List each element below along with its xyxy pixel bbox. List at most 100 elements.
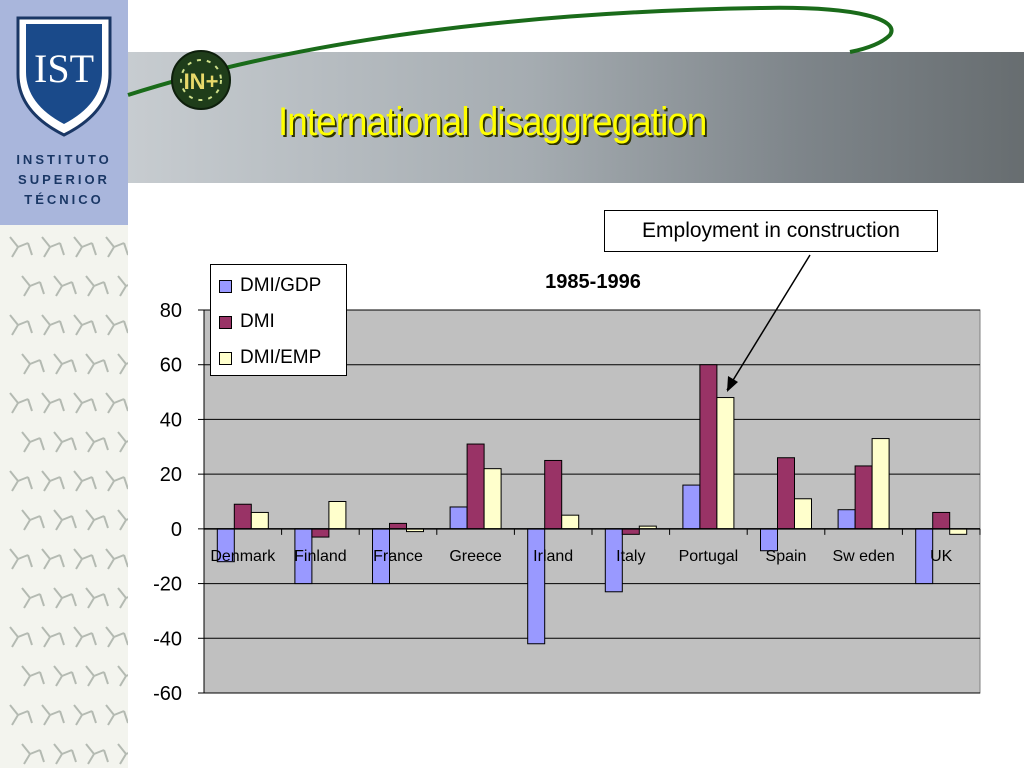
institution-line-3: TÉCNICO: [24, 192, 104, 207]
in-plus-badge-icon: IN+: [171, 50, 231, 110]
pattern-stroke: [105, 392, 128, 414]
pattern-stroke: [117, 665, 128, 687]
bar-dmi-gdp-greece: [449, 506, 468, 530]
bar-dmi-emp-sweden: [871, 438, 890, 530]
x-tick-label: Greece: [449, 548, 502, 565]
institution-line-1: INSTITUTO: [16, 152, 112, 167]
pattern-stroke: [117, 353, 128, 375]
legend-label-dmi: DMI: [240, 311, 275, 332]
pattern-stroke: [73, 470, 97, 492]
y-tick-label: -40: [153, 628, 182, 650]
pattern-stroke: [73, 548, 97, 570]
chart-legend: DMI/GDP DMI DMI/EMP: [210, 264, 347, 376]
page-title: International disaggregation: [278, 100, 707, 144]
badge-text: IN+: [184, 69, 219, 94]
pattern-stroke: [41, 314, 65, 336]
y-tick-label: -60: [153, 683, 182, 705]
pattern-stroke: [21, 587, 45, 609]
pattern-stroke: [105, 236, 128, 258]
bar-dmi-greece: [466, 443, 485, 530]
pattern-stroke: [9, 626, 33, 648]
pattern-stroke: [9, 704, 33, 726]
bar-dmi-emp-finland: [328, 501, 347, 530]
bar-dmi-gdp-portugal: [682, 484, 701, 530]
x-tick-label: France: [373, 548, 423, 565]
pattern-stroke: [9, 236, 33, 258]
pattern-stroke: [85, 353, 109, 375]
x-tick-label: Italy: [616, 548, 645, 565]
pattern-stroke: [41, 392, 65, 414]
x-tick-label: Denmark: [210, 548, 276, 565]
pattern-stroke: [53, 353, 77, 375]
bar-dmi-emp-denmark: [250, 511, 269, 530]
pattern-stroke: [21, 431, 45, 453]
bar-dmi-portugal: [699, 364, 718, 530]
pattern-stroke: [41, 626, 65, 648]
axes: [198, 309, 981, 694]
decorative-pattern-strip: [0, 225, 128, 768]
pattern-stroke: [41, 548, 65, 570]
annotation-arrowhead-icon: [727, 376, 738, 392]
ist-shield-icon: IST: [16, 16, 112, 137]
x-tick-label: UK: [930, 548, 953, 565]
pattern-stroke: [105, 704, 128, 726]
pattern-stroke: [9, 392, 33, 414]
bar-dmi-italy: [621, 528, 640, 535]
institution-line-2: SUPERIOR: [18, 172, 110, 187]
decorative-swoosh: [127, 5, 894, 97]
pattern-stroke: [53, 665, 77, 687]
pattern-stroke: [105, 626, 128, 648]
bar-dmi-sweden: [854, 465, 873, 530]
y-tick-label: -20: [153, 574, 182, 596]
pattern-stroke: [85, 275, 109, 297]
pattern-stroke: [21, 743, 45, 765]
pattern-stroke: [21, 509, 45, 531]
bar-dmi-emp-spain: [794, 498, 812, 530]
bar-dmi-emp-portugal: [716, 397, 735, 530]
pattern-stroke: [21, 665, 45, 687]
pattern-stroke: [117, 509, 128, 531]
pattern-stroke: [53, 509, 77, 531]
bar-dmi-denmark: [233, 503, 252, 530]
x-tick-label: Spain: [766, 548, 807, 565]
pattern-stroke: [105, 470, 128, 492]
molecule-pattern-icon: [9, 236, 128, 765]
pattern-stroke: [9, 548, 33, 570]
tick-labels: 80 60 40 20 0 -20 -40 -60 Denmark Finland France Gr…: [153, 300, 953, 705]
pattern-stroke: [21, 353, 45, 375]
pattern-stroke: [73, 236, 97, 258]
legend-swatch-dmi-emp: [219, 351, 232, 365]
pattern-stroke: [85, 431, 109, 453]
shield-text: IST: [34, 46, 94, 91]
pattern-stroke: [73, 626, 97, 648]
pattern-stroke: [85, 665, 109, 687]
bar-dmi-spain: [777, 457, 795, 530]
pattern-stroke: [85, 743, 109, 765]
legend-item-dmi: DMI: [219, 309, 275, 335]
x-tick-label: Finland: [294, 548, 346, 565]
pattern-stroke: [73, 314, 97, 336]
pattern-stroke: [85, 587, 109, 609]
pattern-stroke: [41, 236, 65, 258]
bar-dmi-irland: [544, 459, 563, 530]
bar-dmi-france: [389, 522, 407, 530]
legend-swatch-dmi: [219, 315, 232, 329]
y-tick-label: 0: [171, 519, 182, 541]
legend-item-dmi-gdp: DMI/GDP: [219, 273, 321, 299]
pattern-stroke: [41, 704, 65, 726]
pattern-stroke: [105, 314, 128, 336]
annotation-callout: Employment in construction: [604, 210, 938, 252]
pattern-stroke: [53, 743, 77, 765]
pattern-stroke: [105, 548, 128, 570]
bars: [216, 364, 968, 645]
pattern-stroke: [73, 704, 97, 726]
y-tick-label: 80: [160, 300, 182, 322]
chart-title: 1985-1996: [545, 271, 641, 293]
ist-logo-panel: IST INSTITUTO SUPERIOR TÉCNICO: [0, 0, 128, 225]
pattern-stroke: [9, 314, 33, 336]
x-tick-label: Portugal: [679, 548, 739, 565]
bar-dmi-gdp-irland: [527, 528, 546, 645]
bar-dmi-emp-uk: [949, 528, 968, 535]
bar-dmi-emp-irland: [561, 514, 580, 530]
pattern-stroke: [9, 470, 33, 492]
